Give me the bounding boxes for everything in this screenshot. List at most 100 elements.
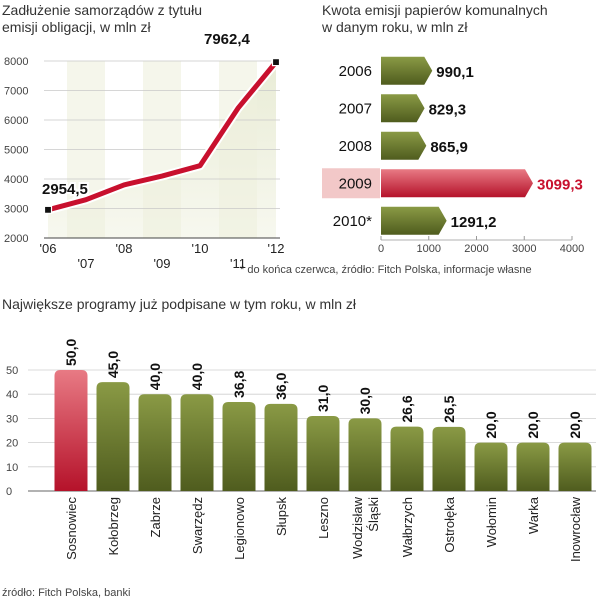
line-x-tick-label: '07 [78, 256, 95, 271]
column-value-label: 31,0 [315, 385, 331, 412]
line-x-tick-label: '06 [40, 241, 57, 256]
bar-value-label: 865,9 [430, 139, 468, 156]
column-category-label: Kołobrzeg [106, 497, 121, 556]
column-y-tick-label: 20 [6, 438, 18, 450]
bar-value-label: 3099,3 [537, 176, 583, 193]
line-chart-title: Zadłużenie samorządów z tytułu emisji ob… [2, 2, 202, 36]
bar-category-label: 2007 [339, 100, 372, 117]
column-value-label: 40,0 [189, 363, 205, 390]
bar-category-box [322, 93, 380, 124]
line-y-tick-label: 7000 [4, 86, 28, 98]
bar [381, 56, 433, 85]
column-category-label: Sosnowiec [64, 497, 79, 560]
bar-category-box [322, 55, 380, 86]
line-series [45, 59, 279, 213]
column-bar [54, 370, 88, 491]
line-y-tick-label: 6000 [4, 115, 28, 127]
bar-category-box [322, 205, 380, 236]
line-y-tick-label: 8000 [4, 56, 28, 68]
bar-category-label: 2006 [339, 63, 372, 80]
column-y-tick-label: 0 [6, 486, 12, 498]
bar-x-tick-label: 1000 [417, 243, 441, 255]
column-value-label: 26,6 [399, 395, 415, 422]
column-bar [348, 418, 382, 491]
bar-category-label: 2008 [339, 138, 372, 155]
bar [381, 131, 427, 160]
bar-category-box [322, 168, 380, 199]
column-bar [474, 442, 508, 491]
column-category-label: Warka [526, 496, 541, 534]
column-bar [390, 426, 424, 491]
bar-chart-title-line2: w danym roku, w mln zł [322, 19, 468, 35]
line-data-label: 2954,5 [42, 181, 88, 198]
column-category-label: Leszno [316, 497, 331, 539]
column-value-label: 30,0 [357, 387, 373, 414]
bar [381, 206, 447, 235]
bar-chart-footnote: * do końca czerwca, źródło: Fitch Polska… [240, 264, 532, 276]
column-value-label: 20,0 [483, 411, 499, 438]
column-category-label: Legionowo [232, 497, 247, 560]
bar-category-box [322, 130, 380, 161]
column-y-tick-label: 40 [6, 389, 18, 401]
column-bar [222, 401, 256, 491]
column-category-label: Ostrołęka [442, 496, 457, 552]
column-y-tick-label: 10 [6, 462, 18, 474]
column-category-label: Słupsk [274, 497, 289, 537]
column-value-label: 40,0 [147, 363, 163, 390]
line-x-tick-label: '08 [116, 241, 133, 256]
line-x-tick-label: '12 [268, 241, 285, 256]
column-y-tick-label: 50 [6, 365, 18, 377]
column-chart-title: Największe programy już podpisane w tym … [2, 296, 357, 312]
bar-x-tick-label: 2000 [464, 243, 488, 255]
bar [381, 94, 425, 123]
bar-chart-title: Kwota emisji papierów komunalnych w dany… [322, 2, 548, 36]
column-bar [306, 415, 340, 491]
column-category-label: Swarzędz [190, 497, 205, 554]
bar-x-tick-label: 0 [378, 243, 384, 255]
column-y-tick-label: 30 [6, 413, 18, 425]
line-y-tick-label: 3000 [4, 204, 28, 216]
column-value-label: 36,8 [231, 370, 247, 397]
column-value-label: 20,0 [525, 411, 541, 438]
line-point-marker [43, 205, 53, 214]
line-data-label: 7962,4 [204, 31, 251, 48]
column-value-label: 36,0 [273, 372, 289, 399]
column-chart-source: źródło: Fitch Polska, banki [2, 587, 131, 599]
column-bar [558, 442, 592, 491]
line-x-tick-label: '10 [192, 241, 209, 256]
bar [381, 169, 533, 198]
column-bar [264, 403, 298, 491]
line-y-tick-label: 4000 [4, 174, 28, 186]
bar-value-label: 829,3 [429, 101, 467, 118]
column-category-label: Wałbrzych [400, 497, 415, 557]
column-bar [432, 426, 466, 491]
bar-value-label: 990,1 [436, 64, 474, 81]
column-bar [516, 442, 550, 491]
line-y-tick-label: 2000 [4, 233, 28, 245]
column-value-label: 26,5 [441, 395, 457, 422]
bar-category-label: 2009 [339, 175, 372, 192]
column-category-label: Wołomin [484, 497, 499, 547]
column-value-label: 50,0 [63, 339, 79, 366]
line-x-tick-label: '11 [230, 256, 246, 271]
column-value-label: 45,0 [105, 351, 121, 378]
line-x-tick-label: '09 [154, 256, 171, 271]
line-y-tick-label: 5000 [4, 145, 28, 157]
line-point-marker [271, 58, 281, 67]
bar-x-tick-label: 4000 [560, 243, 584, 255]
bar-category-label: 2010* [333, 213, 372, 230]
bar-value-label: 1291,2 [451, 214, 497, 231]
column-category-label: Wodzisław [350, 496, 365, 559]
line-chart: 2000 3000 4000 5000 6000 7000 8000 2954,5 7962,4… [4, 29, 285, 271]
line-chart-title-line1: Zadłużenie samorządów z tytułu [2, 2, 202, 18]
column-bar [138, 394, 172, 491]
column-bar [96, 382, 130, 491]
horizontal-bar-chart: 2006 990,1 2007 829,3 2008 865,9 2009 3099,3 201… [322, 55, 584, 255]
column-category-label: Inowrocław [568, 496, 583, 562]
bar-x-tick-label: 3000 [512, 243, 536, 255]
line-chart-title-line2: emisji obligacji, w mln zł [2, 19, 151, 35]
column-category-label: Zabrze [148, 497, 163, 537]
column-value-label: 20,0 [567, 411, 583, 438]
column-category-label: Śląski [366, 497, 381, 532]
